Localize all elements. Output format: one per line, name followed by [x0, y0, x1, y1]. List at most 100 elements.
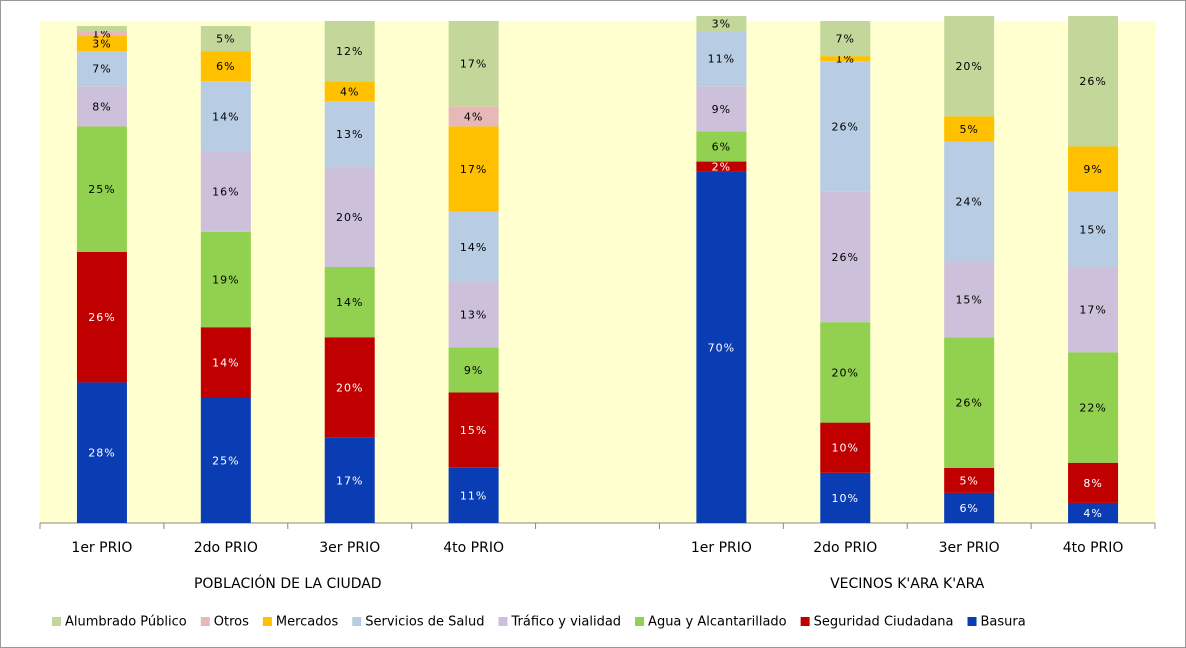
- data-label: 3%: [92, 38, 111, 51]
- bar-segment: [696, 86, 747, 132]
- data-label: 14%: [212, 110, 239, 123]
- x-tick-label: 1er PRIO: [691, 540, 752, 556]
- data-label: 9%: [712, 103, 731, 116]
- bar-segment: [944, 141, 995, 262]
- x-tick-label: 2do PRIO: [194, 540, 258, 556]
- legend-label: Otros: [214, 615, 249, 630]
- data-label: 4%: [1083, 507, 1102, 520]
- bar-segment: [1068, 146, 1119, 192]
- bar-segment: [820, 61, 871, 192]
- legend-swatch: [200, 617, 210, 626]
- data-label: 17%: [336, 474, 363, 487]
- data-label: 4%: [464, 110, 483, 123]
- bar-segment: [448, 211, 499, 283]
- data-label: 20%: [832, 366, 859, 379]
- bar-segment: [696, 171, 747, 523]
- bar-segment: [1068, 191, 1119, 267]
- bar-segment: [944, 467, 995, 493]
- data-label: 13%: [460, 309, 487, 322]
- bar-segment: [200, 397, 251, 523]
- bar-segment: [820, 422, 871, 473]
- data-label: 10%: [832, 492, 859, 505]
- data-label: 26%: [832, 120, 859, 133]
- x-tick-label: 4to PRIO: [443, 540, 504, 556]
- data-label: 19%: [212, 274, 239, 287]
- data-label: 8%: [92, 100, 111, 113]
- data-label: 15%: [460, 424, 487, 437]
- bar-segment: [324, 337, 375, 438]
- data-label: 26%: [1079, 75, 1106, 88]
- bar-segment: [76, 26, 127, 32]
- legend-label: Alumbrado Público: [65, 615, 187, 630]
- legend-swatch: [52, 617, 61, 626]
- data-label: 28%: [88, 447, 115, 460]
- bar-segment: [696, 15, 747, 32]
- bar-segment: [1068, 266, 1119, 353]
- group-label: VECINOS K'ARA K'ARA: [830, 576, 985, 592]
- legend-label: Tráfico y vialidad: [510, 615, 621, 630]
- bar-segment: [324, 166, 375, 267]
- legend-swatch: [498, 617, 508, 626]
- legend-swatch: [352, 617, 362, 626]
- bar-segment: [76, 382, 127, 523]
- legend-label: Agua y Alcantarillado: [648, 615, 787, 630]
- data-label: 20%: [336, 211, 363, 224]
- data-label: 17%: [1079, 304, 1106, 317]
- legend-label: Seguridad Ciudadana: [814, 615, 954, 630]
- data-label: 26%: [88, 311, 115, 324]
- bar-segment: [820, 56, 871, 62]
- data-label: 20%: [955, 60, 982, 73]
- bar-segment: [944, 337, 995, 468]
- data-label: 5%: [216, 33, 235, 46]
- data-label: 12%: [336, 45, 363, 58]
- bar-segment: [696, 161, 747, 172]
- data-label: 7%: [836, 33, 855, 46]
- data-label: 6%: [216, 60, 235, 73]
- bar-segment: [1068, 462, 1119, 503]
- data-label: 15%: [955, 294, 982, 307]
- data-label: 26%: [832, 251, 859, 264]
- bar-segment: [820, 21, 871, 57]
- bar-segment: [324, 21, 375, 82]
- legend-swatch: [262, 617, 272, 626]
- data-label: 17%: [460, 163, 487, 176]
- data-label: 9%: [464, 364, 483, 377]
- bar-segment: [324, 101, 375, 167]
- data-label: 70%: [708, 341, 735, 354]
- bar-segment: [200, 327, 251, 398]
- data-label: 22%: [1079, 402, 1106, 415]
- bar-segment: [200, 51, 251, 82]
- bar-segment: [324, 81, 375, 102]
- data-label: 4%: [340, 85, 359, 98]
- bar-segment: [448, 392, 499, 468]
- bar-segment: [76, 251, 127, 383]
- bar-segment: [820, 322, 871, 423]
- bar-segment: [200, 231, 251, 328]
- legend-swatch: [800, 617, 810, 626]
- bar-segment: [76, 31, 127, 37]
- data-label: 10%: [832, 442, 859, 455]
- legend-label: Mercados: [276, 615, 339, 630]
- bar-segment: [448, 126, 499, 212]
- data-label: 5%: [959, 123, 978, 136]
- x-tick-label: 1er PRIO: [71, 540, 132, 556]
- bar-segment: [944, 492, 995, 523]
- data-label: 11%: [460, 489, 487, 502]
- data-label: 25%: [212, 454, 239, 467]
- bar-segment: [944, 15, 995, 117]
- legend-label: Basura: [981, 615, 1026, 630]
- bar-segment: [448, 467, 499, 523]
- data-label: 9%: [1083, 163, 1102, 176]
- data-label: 16%: [212, 186, 239, 199]
- bar-segment: [200, 26, 251, 52]
- bar-segment: [76, 126, 127, 252]
- data-label: 15%: [1079, 223, 1106, 236]
- data-label: 11%: [708, 53, 735, 66]
- bar-segment: [944, 116, 995, 142]
- bar-segment: [1068, 15, 1119, 147]
- data-label: 20%: [336, 381, 363, 394]
- bar-segment: [448, 282, 499, 348]
- data-label: 14%: [212, 356, 239, 369]
